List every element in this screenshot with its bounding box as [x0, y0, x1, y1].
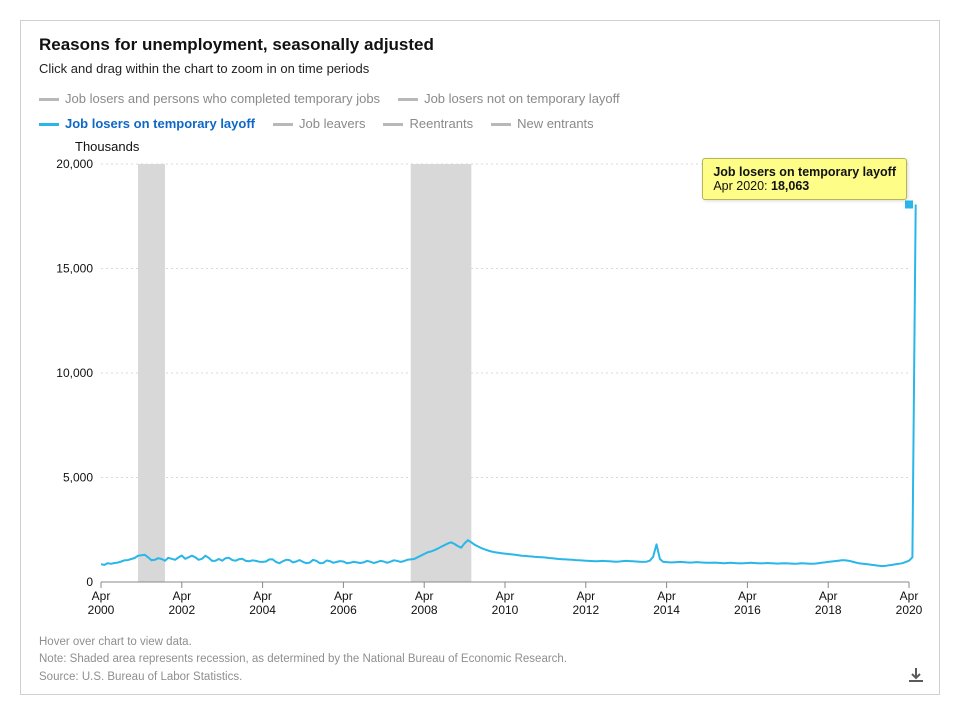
- chart-subtitle: Click and drag within the chart to zoom …: [39, 61, 921, 76]
- legend-item[interactable]: Job losers not on temporary layoff: [398, 88, 620, 110]
- xaxis-tick-label: Apr: [496, 589, 515, 603]
- chart-container: Reasons for unemployment, seasonally adj…: [20, 20, 940, 695]
- xaxis-tick-label: 2012: [572, 603, 599, 617]
- tooltip-row: Apr 2020: 18,063: [713, 179, 896, 193]
- legend-label: New entrants: [517, 113, 594, 135]
- legend-label: Reentrants: [409, 113, 473, 135]
- xaxis-tick-label: 2020: [896, 603, 923, 617]
- xaxis-tick-label: 2000: [88, 603, 115, 617]
- tooltip-series: Job losers on temporary layoff: [713, 165, 896, 179]
- xaxis-tick-label: Apr: [172, 589, 191, 603]
- download-icon[interactable]: [907, 666, 925, 684]
- yaxis-tick-label: 15,000: [56, 262, 93, 276]
- chart-svg[interactable]: 05,00010,00015,00020,000Apr2000Apr2002Ap…: [39, 154, 923, 624]
- xaxis-tick-label: Apr: [819, 589, 838, 603]
- legend-item[interactable]: Job losers on temporary layoff: [39, 113, 255, 135]
- legend-label: Job leavers: [299, 113, 365, 135]
- xaxis-tick-label: 2018: [815, 603, 842, 617]
- chart-title: Reasons for unemployment, seasonally adj…: [39, 35, 921, 55]
- legend-swatch: [383, 123, 403, 126]
- legend-swatch: [491, 123, 511, 126]
- xaxis-tick-label: Apr: [657, 589, 676, 603]
- xaxis-tick-label: Apr: [253, 589, 272, 603]
- chart-legend: Job losers and persons who completed tem…: [39, 86, 921, 135]
- xaxis-tick-label: 2004: [249, 603, 276, 617]
- legend-label: Job losers on temporary layoff: [65, 113, 255, 135]
- chart-area[interactable]: 05,00010,00015,00020,000Apr2000Apr2002Ap…: [39, 154, 921, 624]
- xaxis-tick-label: 2014: [653, 603, 680, 617]
- xaxis-tick-label: Apr: [900, 589, 919, 603]
- legend-item[interactable]: Reentrants: [383, 113, 473, 135]
- yaxis-tick-label: 20,000: [56, 157, 93, 171]
- xaxis-tick-label: Apr: [738, 589, 757, 603]
- footnotes: Hover over chart to view data. Note: Sha…: [39, 634, 921, 686]
- xaxis-tick-label: 2010: [492, 603, 519, 617]
- legend-swatch: [398, 98, 418, 101]
- footnote-note: Note: Shaded area represents recession, …: [39, 651, 921, 668]
- legend-swatch: [39, 98, 59, 101]
- series-line: [101, 205, 916, 567]
- footnote-hover: Hover over chart to view data.: [39, 634, 921, 651]
- legend-item[interactable]: New entrants: [491, 113, 594, 135]
- xaxis-tick-label: Apr: [334, 589, 353, 603]
- legend-swatch: [273, 123, 293, 126]
- xaxis-tick-label: Apr: [576, 589, 595, 603]
- xaxis-tick-label: 2002: [168, 603, 195, 617]
- yaxis-title: Thousands: [75, 139, 921, 154]
- legend-item[interactable]: Job leavers: [273, 113, 365, 135]
- tooltip-date: Apr 2020:: [713, 179, 767, 193]
- tooltip: Job losers on temporary layoff Apr 2020:…: [702, 158, 907, 200]
- legend-item[interactable]: Job losers and persons who completed tem…: [39, 88, 380, 110]
- series-marker: [905, 201, 913, 209]
- tooltip-value: 18,063: [771, 179, 809, 193]
- yaxis-tick-label: 5,000: [63, 471, 93, 485]
- xaxis-tick-label: 2006: [330, 603, 357, 617]
- yaxis-tick-label: 10,000: [56, 366, 93, 380]
- xaxis-tick-label: Apr: [415, 589, 434, 603]
- xaxis-tick-label: Apr: [92, 589, 111, 603]
- xaxis-tick-label: 2008: [411, 603, 438, 617]
- footnote-source: Source: U.S. Bureau of Labor Statistics.: [39, 669, 921, 686]
- legend-label: Job losers and persons who completed tem…: [65, 88, 380, 110]
- legend-label: Job losers not on temporary layoff: [424, 88, 620, 110]
- yaxis-tick-label: 0: [86, 575, 93, 589]
- xaxis-tick-label: 2016: [734, 603, 761, 617]
- legend-swatch: [39, 123, 59, 126]
